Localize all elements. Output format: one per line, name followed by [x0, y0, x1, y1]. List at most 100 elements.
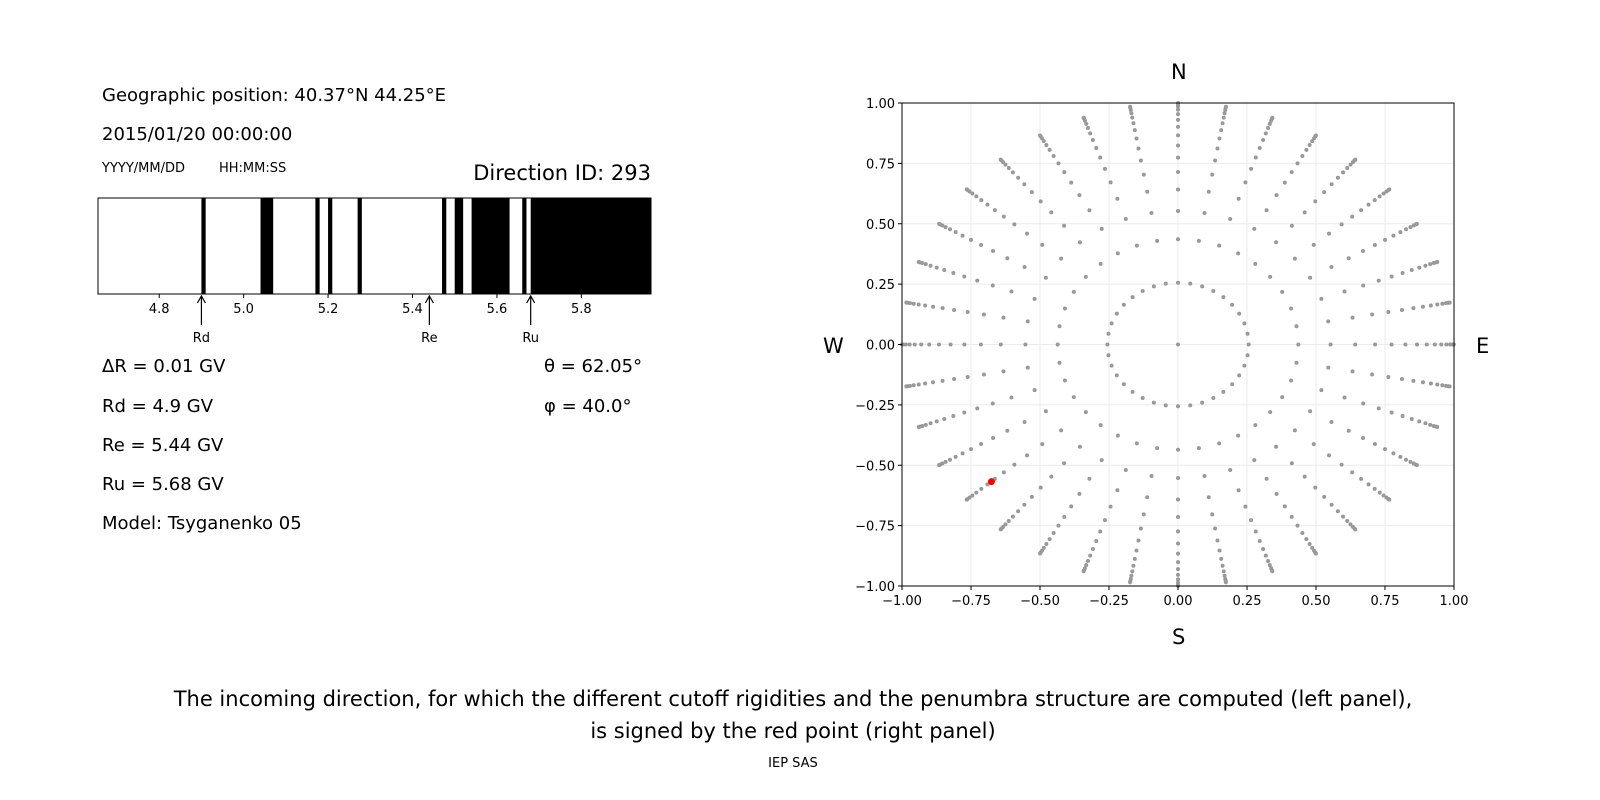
direction-point — [1372, 243, 1377, 248]
direction-point — [1077, 444, 1082, 449]
direction-point — [1353, 527, 1358, 532]
direction-point — [991, 435, 996, 440]
direction-point — [916, 302, 921, 307]
direction-point — [1211, 396, 1216, 401]
direction-point — [969, 237, 973, 242]
direction-point — [1134, 548, 1139, 553]
y-tick-label: −1.00 — [855, 580, 895, 595]
direction-point — [1044, 142, 1049, 147]
direction-point — [960, 233, 965, 238]
direction-point — [1098, 423, 1103, 428]
direction-point — [1081, 569, 1086, 574]
direction-point — [1377, 490, 1382, 495]
direction-point — [965, 374, 970, 379]
direction-point — [1009, 395, 1014, 400]
direction-point — [1196, 238, 1201, 243]
direction-point — [1447, 384, 1452, 389]
direction-point — [970, 493, 975, 498]
direction-point — [964, 187, 969, 192]
direction-point — [1263, 553, 1268, 558]
direction-point — [962, 342, 967, 347]
direction-point — [1302, 474, 1307, 479]
direction-point — [1176, 170, 1180, 175]
direction-point — [1372, 198, 1377, 203]
direction-point — [1383, 447, 1387, 452]
direction-point — [1266, 558, 1271, 563]
direction-point — [1237, 373, 1242, 378]
direction-point — [1294, 324, 1299, 329]
direction-point — [1176, 133, 1180, 138]
direction-point — [1130, 389, 1135, 394]
direction-point — [1253, 155, 1258, 160]
direction-point — [1062, 514, 1067, 519]
direction-point — [970, 191, 975, 196]
direction-point — [1022, 420, 1027, 425]
direction-point — [1077, 240, 1082, 245]
direction-point — [1350, 369, 1355, 374]
direction-point — [1151, 284, 1156, 289]
x-tick-label: 5.0 — [233, 302, 254, 317]
direction-point — [1373, 342, 1378, 347]
direction-point — [1044, 542, 1049, 547]
direction-point — [1381, 191, 1386, 196]
direction-point — [927, 342, 932, 347]
direction-point — [936, 342, 941, 347]
direction-point — [1213, 158, 1218, 163]
direction-point — [1071, 395, 1076, 400]
direction-point — [1206, 495, 1211, 500]
direction-point — [1444, 342, 1449, 347]
direction-point — [1414, 463, 1419, 468]
direction-point — [940, 378, 945, 383]
direction-point — [962, 274, 967, 279]
y-tick-label: 0.50 — [866, 218, 895, 233]
direction-point — [1345, 518, 1350, 523]
direction-point — [1386, 310, 1391, 315]
direction-point — [1138, 158, 1143, 163]
direction-point — [1163, 281, 1168, 286]
direction-point — [1088, 131, 1093, 136]
direction-point — [1322, 494, 1327, 499]
direction-point — [974, 490, 979, 495]
x-tick-label: 0.25 — [1233, 594, 1262, 609]
y-tick-label: −0.25 — [855, 399, 895, 414]
direction-point — [1274, 240, 1279, 245]
direction-point — [1099, 458, 1104, 463]
direction-point — [1025, 365, 1030, 370]
direction-point — [916, 259, 921, 264]
direction-point — [1049, 210, 1054, 215]
direction-point — [1059, 428, 1064, 433]
direction-point — [1176, 572, 1180, 577]
direction-point — [998, 157, 1003, 162]
direction-point — [1176, 497, 1180, 502]
direction-point — [1313, 133, 1318, 138]
direction-point — [923, 303, 928, 308]
direction-point — [1188, 281, 1193, 286]
direction-point — [1326, 453, 1331, 458]
direction-point — [1289, 514, 1294, 519]
direction-point — [1038, 551, 1043, 556]
x-tick-label: 0.75 — [1371, 594, 1400, 609]
direction-point — [1228, 467, 1233, 472]
direction-point — [1308, 409, 1313, 414]
x-tick-label: 5.8 — [571, 302, 592, 317]
direction-point — [1087, 208, 1092, 213]
direction-point — [1132, 128, 1137, 133]
direction-point — [952, 377, 957, 382]
direction-point — [1176, 541, 1180, 546]
direction-point — [991, 249, 996, 254]
direction-point — [1329, 264, 1334, 269]
direction-point — [1383, 237, 1387, 242]
direction-point — [1399, 377, 1404, 382]
marker-label-ru: Ru — [522, 331, 539, 346]
direction-point — [1217, 243, 1222, 248]
direction-point — [1376, 406, 1381, 411]
direction-point — [1348, 162, 1353, 167]
direction-point — [1440, 383, 1445, 388]
direction-point — [1404, 457, 1409, 462]
direction-point — [1176, 187, 1180, 192]
direction-point — [1253, 423, 1258, 428]
direction-point — [1350, 315, 1355, 320]
direction-point — [1062, 378, 1067, 383]
direction-point — [1134, 441, 1139, 446]
direction-point — [1108, 180, 1113, 185]
